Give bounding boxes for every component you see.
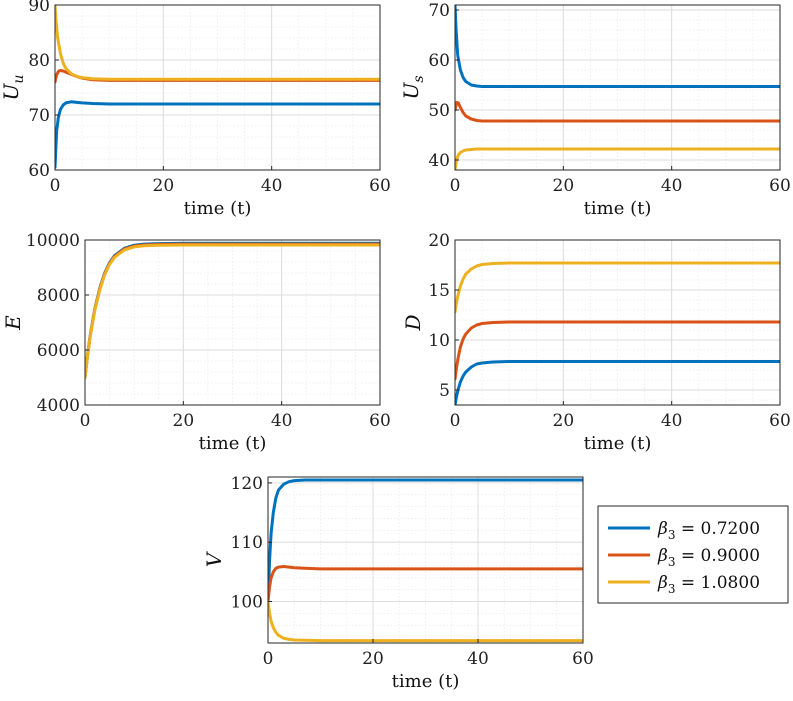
series-line-1 (55, 100, 380, 169)
x-tick-label: 0 (263, 649, 274, 669)
series-line-2 (455, 101, 780, 123)
plot-area (268, 477, 583, 643)
series-line-2 (268, 565, 583, 603)
x-tick-label: 60 (572, 649, 594, 669)
series-line-1 (268, 478, 583, 603)
panel-v: 0 20 40 60 100 110 120 time (t) V (202, 474, 594, 692)
x-axis-label: time (t) (584, 433, 652, 454)
panel-us: 0 20 40 60 40 50 60 70 time (t) Us (399, 1, 791, 219)
y-tick-label: 100 (231, 593, 263, 613)
axes-box (454, 239, 781, 406)
x-tick-label: 40 (467, 649, 489, 669)
x-tick-label: 20 (362, 649, 384, 669)
y-axis-label: D (401, 314, 425, 331)
y-tick-label: 120 (231, 474, 263, 494)
series-line-2 (455, 320, 780, 381)
y-axis-label: V (202, 550, 226, 567)
y-tick-label: 70 (428, 1, 450, 21)
y-axis-label: Uu (0, 75, 27, 101)
panel-d: 0 20 40 60 5 10 15 20 time (t) D (401, 231, 791, 454)
series-line-1 (455, 5, 780, 88)
series-line-3 (85, 243, 380, 379)
legend-entry-3: β3 = 1.0800 (657, 573, 760, 596)
panel-uu: 0 20 40 60 60 70 80 90 time (t) Uu (0, 0, 391, 219)
y-tick-label: 80 (28, 51, 50, 71)
x-axis-label: time (t) (199, 433, 267, 454)
x-tick-label: 60 (769, 176, 791, 196)
series-line-3 (268, 600, 583, 643)
axes-box (84, 239, 381, 406)
x-axis-label: time (t) (392, 671, 460, 692)
y-tick-label: 10 (428, 331, 450, 351)
y-tick-label: 90 (28, 0, 50, 16)
x-tick-label: 40 (261, 176, 283, 196)
x-axis-label: time (t) (184, 198, 252, 219)
series-line-3 (455, 147, 780, 170)
x-axis-label: time (t) (584, 198, 652, 219)
panel-e: 0 20 40 60 4000 6000 8000 10000 time (t) E (1, 231, 391, 454)
x-tick-label: 60 (369, 176, 391, 196)
x-tick-label: 20 (553, 411, 575, 431)
y-tick-label: 10000 (26, 231, 80, 251)
series-line-3 (55, 5, 380, 81)
x-tick-label: 20 (173, 411, 195, 431)
x-tick-label: 40 (271, 411, 293, 431)
axes-box (454, 4, 781, 171)
legend-entry-1: β3 = 0.7200 (657, 519, 760, 542)
x-tick-label: 20 (553, 176, 575, 196)
axes-box (54, 4, 381, 171)
y-tick-label: 60 (428, 51, 450, 71)
x-tick-label: 60 (769, 411, 791, 431)
series-line-1 (455, 360, 780, 405)
x-tick-label: 0 (80, 411, 91, 431)
y-tick-label: 4000 (37, 396, 80, 416)
series-line-3 (455, 261, 780, 314)
y-tick-label: 8000 (37, 286, 80, 306)
x-tick-label: 0 (450, 411, 461, 431)
y-tick-label: 20 (428, 231, 450, 251)
y-tick-label: 15 (428, 281, 450, 301)
y-axis-label: Us (399, 75, 427, 99)
x-tick-label: 60 (369, 411, 391, 431)
y-tick-label: 6000 (37, 341, 80, 361)
legend: β3 = 0.7200 β3 = 0.9000 β3 = 1.0800 (597, 505, 789, 604)
axes-box (267, 476, 584, 644)
y-axis-label: E (1, 315, 25, 331)
x-tick-label: 40 (661, 176, 683, 196)
y-tick-label: 110 (231, 533, 263, 553)
y-tick-label: 5 (439, 381, 450, 401)
x-tick-label: 0 (450, 176, 461, 196)
y-tick-label: 60 (28, 161, 50, 181)
y-tick-label: 70 (28, 106, 50, 126)
y-tick-label: 50 (428, 101, 450, 121)
x-tick-label: 0 (50, 176, 61, 196)
x-tick-label: 40 (661, 411, 683, 431)
y-tick-label: 40 (428, 151, 450, 171)
legend-entry-2: β3 = 0.9000 (657, 546, 760, 569)
x-tick-label: 20 (153, 176, 175, 196)
